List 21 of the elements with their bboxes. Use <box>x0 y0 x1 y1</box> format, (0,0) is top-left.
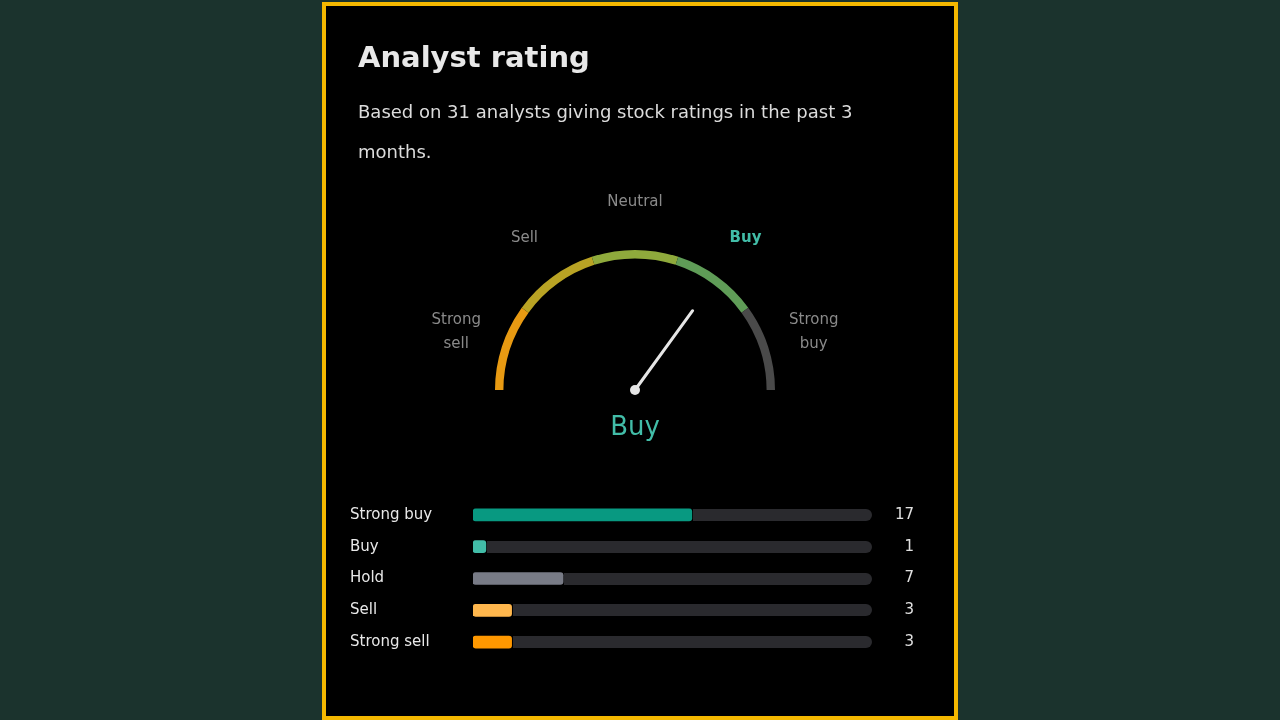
chart-title: Analyst rating <box>358 40 590 74</box>
chart-subtitle: Based on 31 analysts giving stock ratings in the past 3 months. <box>358 100 854 164</box>
data-label: 3 <box>904 631 914 650</box>
category-label: Sell <box>350 600 378 619</box>
data-label: 7 <box>904 568 914 587</box>
slice-label: Strong sell <box>431 309 481 352</box>
bar <box>473 603 512 617</box>
slice-label: Neutral <box>607 191 663 210</box>
slice-label: Strong buy <box>789 309 839 352</box>
slice-label: Buy <box>729 227 762 246</box>
data-label: 17 <box>894 504 914 523</box>
bar <box>473 572 564 585</box>
slice-label: Sell <box>510 227 539 246</box>
category-label: Strong sell <box>350 631 430 650</box>
category-label: Hold <box>350 568 385 587</box>
bar <box>473 635 512 649</box>
category-label: Strong buy <box>350 504 433 523</box>
text: Buy <box>610 410 660 441</box>
category-label: Buy <box>350 536 379 555</box>
data-label: 3 <box>904 600 914 619</box>
data-label: 1 <box>904 536 914 555</box>
